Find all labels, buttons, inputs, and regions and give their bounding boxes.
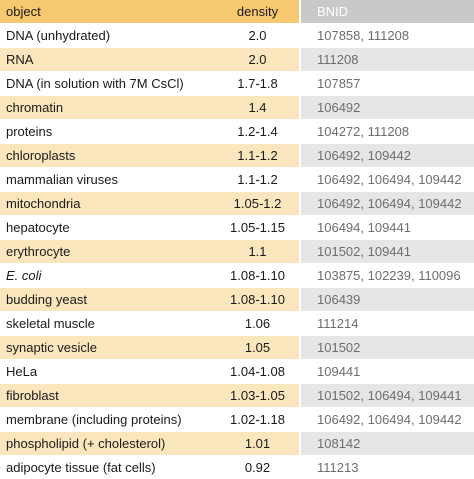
header-object: object	[0, 0, 216, 24]
object-cell: E. coli	[0, 264, 216, 288]
density-cell: 1.03-1.05	[216, 384, 300, 408]
density-cell: 1.08-1.10	[216, 264, 300, 288]
bnid-cell: 103875, 102239, 110096	[300, 264, 474, 288]
header-bnid: BNID	[300, 0, 474, 24]
density-cell: 1.1	[216, 240, 300, 264]
density-cell: 1.1-1.2	[216, 168, 300, 192]
object-cell: skeletal muscle	[0, 312, 216, 336]
bnid-cell: 101502, 109441	[300, 240, 474, 264]
bnid-cell: 106492, 106494, 109442	[300, 408, 474, 432]
density-cell: 1.7-1.8	[216, 72, 300, 96]
density-cell: 1.2-1.4	[216, 120, 300, 144]
bnid-cell: 106492, 106494, 109442	[300, 192, 474, 216]
bnid-cell: 108142	[300, 432, 474, 456]
density-cell: 2.0	[216, 24, 300, 48]
object-cell: mitochondria	[0, 192, 216, 216]
density-cell: 0.92	[216, 456, 300, 479]
bnid-cell: 107857	[300, 72, 474, 96]
object-cell: proteins	[0, 120, 216, 144]
object-cell: chloroplasts	[0, 144, 216, 168]
bnid-cell: 106492, 109442	[300, 144, 474, 168]
density-cell: 1.4	[216, 96, 300, 120]
header-density: density	[216, 0, 300, 24]
density-cell: 1.05-1.2	[216, 192, 300, 216]
bnid-cell: 109441	[300, 360, 474, 384]
bnid-cell: 111213	[300, 456, 474, 479]
object-cell: budding yeast	[0, 288, 216, 312]
object-cell: chromatin	[0, 96, 216, 120]
bnid-cell: 104272, 111208	[300, 120, 474, 144]
bnid-cell: 111208	[300, 48, 474, 72]
object-cell: DNA (unhydrated)	[0, 24, 216, 48]
density-cell: 1.06	[216, 312, 300, 336]
bnid-cell: 101502	[300, 336, 474, 360]
density-cell: 1.05-1.15	[216, 216, 300, 240]
header-row: object density BNID	[0, 0, 474, 24]
object-cell: synaptic vesicle	[0, 336, 216, 360]
bnid-cell: 111214	[300, 312, 474, 336]
bnid-cell: 107858, 111208	[300, 24, 474, 48]
bnid-cell: 101502, 106494, 109441	[300, 384, 474, 408]
object-cell: fibroblast	[0, 384, 216, 408]
density-cell: 1.01	[216, 432, 300, 456]
density-cell: 1.05	[216, 336, 300, 360]
object-cell: adipocyte tissue (fat cells)	[0, 456, 216, 479]
density-cell: 2.0	[216, 48, 300, 72]
bnid-cell: 106439	[300, 288, 474, 312]
object-cell: HeLa	[0, 360, 216, 384]
density-cell: 1.04-1.08	[216, 360, 300, 384]
object-cell: DNA (in solution with 7M CsCl)	[0, 72, 216, 96]
bnid-cell: 106494, 109441	[300, 216, 474, 240]
object-cell: RNA	[0, 48, 216, 72]
density-cell: 1.08-1.10	[216, 288, 300, 312]
bnid-cell: 106492	[300, 96, 474, 120]
density-cell: 1.02-1.18	[216, 408, 300, 432]
object-cell: membrane (including proteins)	[0, 408, 216, 432]
object-cell: phospholipid (+ cholesterol)	[0, 432, 216, 456]
bnid-cell: 106492, 106494, 109442	[300, 168, 474, 192]
object-cell: hepatocyte	[0, 216, 216, 240]
object-cell: erythrocyte	[0, 240, 216, 264]
object-cell: mammalian viruses	[0, 168, 216, 192]
density-cell: 1.1-1.2	[216, 144, 300, 168]
